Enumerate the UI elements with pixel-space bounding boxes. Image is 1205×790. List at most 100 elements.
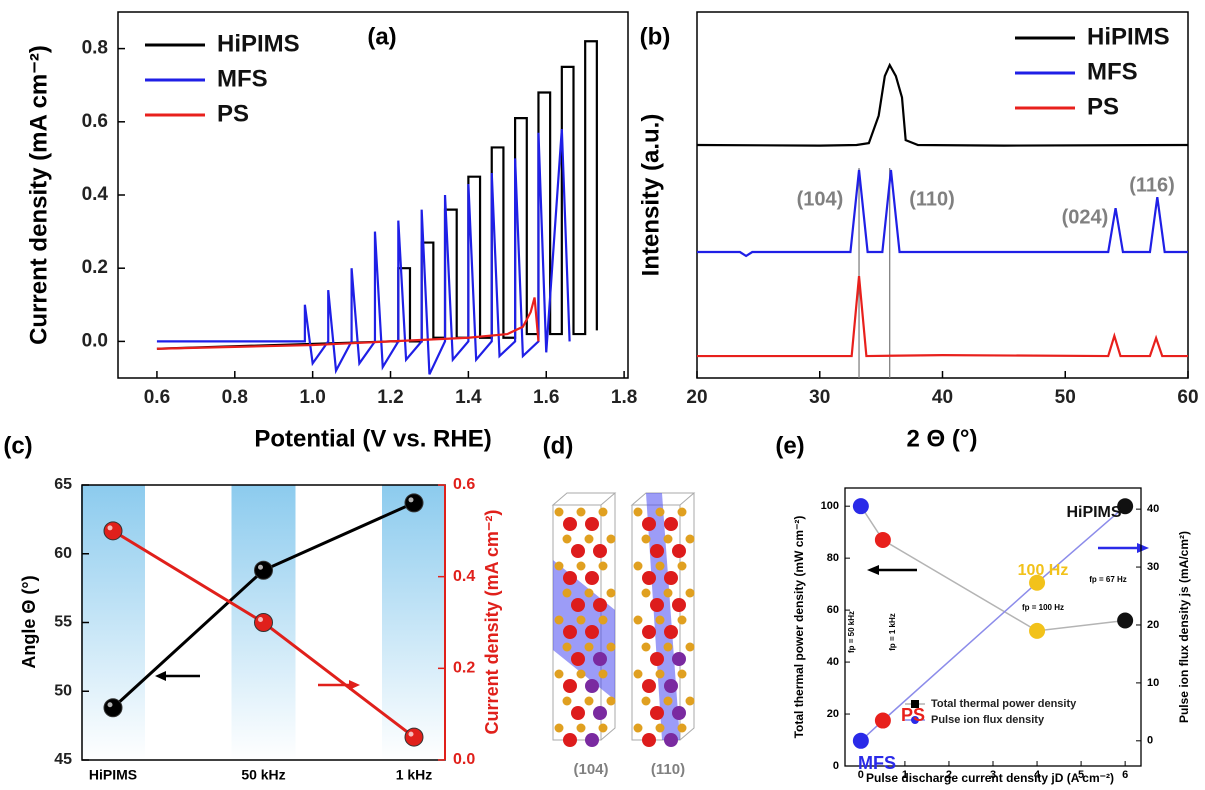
- atom: [664, 589, 673, 598]
- y-tick-label: 80: [827, 552, 839, 564]
- atom: [555, 724, 564, 733]
- atom: [642, 733, 656, 747]
- panel-label: (c): [3, 432, 32, 459]
- highlight: [409, 497, 414, 502]
- atom: [593, 598, 607, 612]
- x-tick-label: 1.8: [611, 387, 637, 408]
- atom: [634, 616, 643, 625]
- y-tick-label: 65: [54, 476, 72, 493]
- y2-tick-label: 30: [1147, 561, 1159, 573]
- atom: [607, 535, 616, 544]
- atom: [577, 562, 586, 571]
- atom: [563, 643, 572, 652]
- atom: [664, 733, 678, 747]
- atom: [577, 724, 586, 733]
- x-tick-label: 20: [686, 387, 707, 408]
- cell-outline: [632, 493, 694, 505]
- y-axis-label: Angle Θ (°): [19, 575, 39, 668]
- atom: [599, 670, 608, 679]
- annotation: (104): [797, 188, 844, 210]
- highlight: [409, 732, 414, 737]
- point-label: MFS: [858, 753, 896, 773]
- atom: [678, 724, 687, 733]
- atom: [664, 517, 678, 531]
- atom: [650, 598, 664, 612]
- x-axis-label: 2 Θ (°): [907, 425, 978, 452]
- atom: [678, 670, 687, 679]
- atom: [563, 697, 572, 706]
- legend-label: MFS: [217, 65, 268, 92]
- atom: [607, 643, 616, 652]
- atom: [650, 706, 664, 720]
- atom: [593, 652, 607, 666]
- highlight: [108, 702, 113, 707]
- data-point: [255, 561, 273, 579]
- cell-outline: [553, 493, 615, 505]
- y2-tick-label: 0: [1147, 735, 1153, 747]
- plane-label: (110): [651, 761, 685, 778]
- atom: [634, 670, 643, 679]
- highlight: [258, 617, 263, 622]
- atom: [571, 598, 585, 612]
- x-tick-label: 0.8: [222, 387, 248, 408]
- atom: [585, 517, 599, 531]
- y2-axis-label: Current density (mA cm⁻²): [482, 510, 502, 735]
- data-point: [104, 522, 122, 540]
- data-line: [861, 506, 1125, 631]
- atom: [642, 697, 651, 706]
- data-point: [875, 532, 891, 548]
- y-axis-label: Current density (mA cm⁻²): [25, 45, 52, 345]
- arrows-e: [867, 543, 1149, 575]
- atom: [656, 670, 665, 679]
- x-tick-label: 1 kHz: [396, 767, 433, 783]
- x-tick-label: 50 kHz: [241, 767, 285, 783]
- atom: [563, 733, 577, 747]
- atom: [607, 589, 616, 598]
- atom: [555, 616, 564, 625]
- atom: [585, 679, 599, 693]
- atom: [664, 679, 678, 693]
- atom: [585, 733, 599, 747]
- atom: [664, 535, 673, 544]
- atom: [656, 508, 665, 517]
- x-tick-label: 1.2: [377, 387, 403, 408]
- legend-label: MFS: [1087, 58, 1138, 85]
- annotation: fp = 1 kHz: [888, 613, 897, 651]
- legend-label: HiPIMS: [1087, 23, 1170, 50]
- atom: [642, 679, 656, 693]
- y-tick-label: 55: [54, 614, 72, 631]
- y-tick-label: 45: [54, 751, 72, 768]
- atom: [599, 562, 608, 571]
- panel-label: (b): [640, 23, 671, 50]
- annotation: fp = 50 kHz: [847, 611, 856, 653]
- y2-axis-label: Pulse ion flux density js (mA/cm²): [1177, 531, 1191, 723]
- annotation: fp = 100 Hz: [1022, 603, 1064, 612]
- legend-label: Total thermal power density: [931, 698, 1077, 710]
- y-tick-label: 0.0: [82, 330, 108, 351]
- legend-label: HiPIMS: [217, 30, 300, 57]
- atom: [563, 535, 572, 544]
- atom: [642, 535, 651, 544]
- y-axis-label: Intensity (a.u.): [637, 114, 664, 277]
- atom: [656, 562, 665, 571]
- point-label: HiPIMS: [1066, 504, 1121, 521]
- data-point: [1029, 623, 1045, 639]
- atom: [634, 508, 643, 517]
- atom: [664, 625, 678, 639]
- atom: [571, 652, 585, 666]
- y-tick-label: 0.4: [82, 184, 109, 205]
- y2-tick-label: 0.2: [453, 660, 475, 677]
- x-tick-label: 0.6: [144, 387, 170, 408]
- legend-label: PS: [1087, 93, 1119, 120]
- y-tick-label: 100: [821, 500, 839, 512]
- atom: [563, 517, 577, 531]
- atom: [686, 535, 695, 544]
- x-tick-label: 1.6: [533, 387, 559, 408]
- page: {"chart_data": [ {"type": "line", "label…: [0, 0, 1205, 790]
- x-tick-label: 40: [932, 387, 953, 408]
- x-tick-label: 50: [1055, 387, 1076, 408]
- atom: [563, 589, 572, 598]
- data-point: [1117, 613, 1133, 629]
- atom: [585, 697, 594, 706]
- x-axis-label: Pulse discharge current density jD (A cm…: [866, 771, 1114, 785]
